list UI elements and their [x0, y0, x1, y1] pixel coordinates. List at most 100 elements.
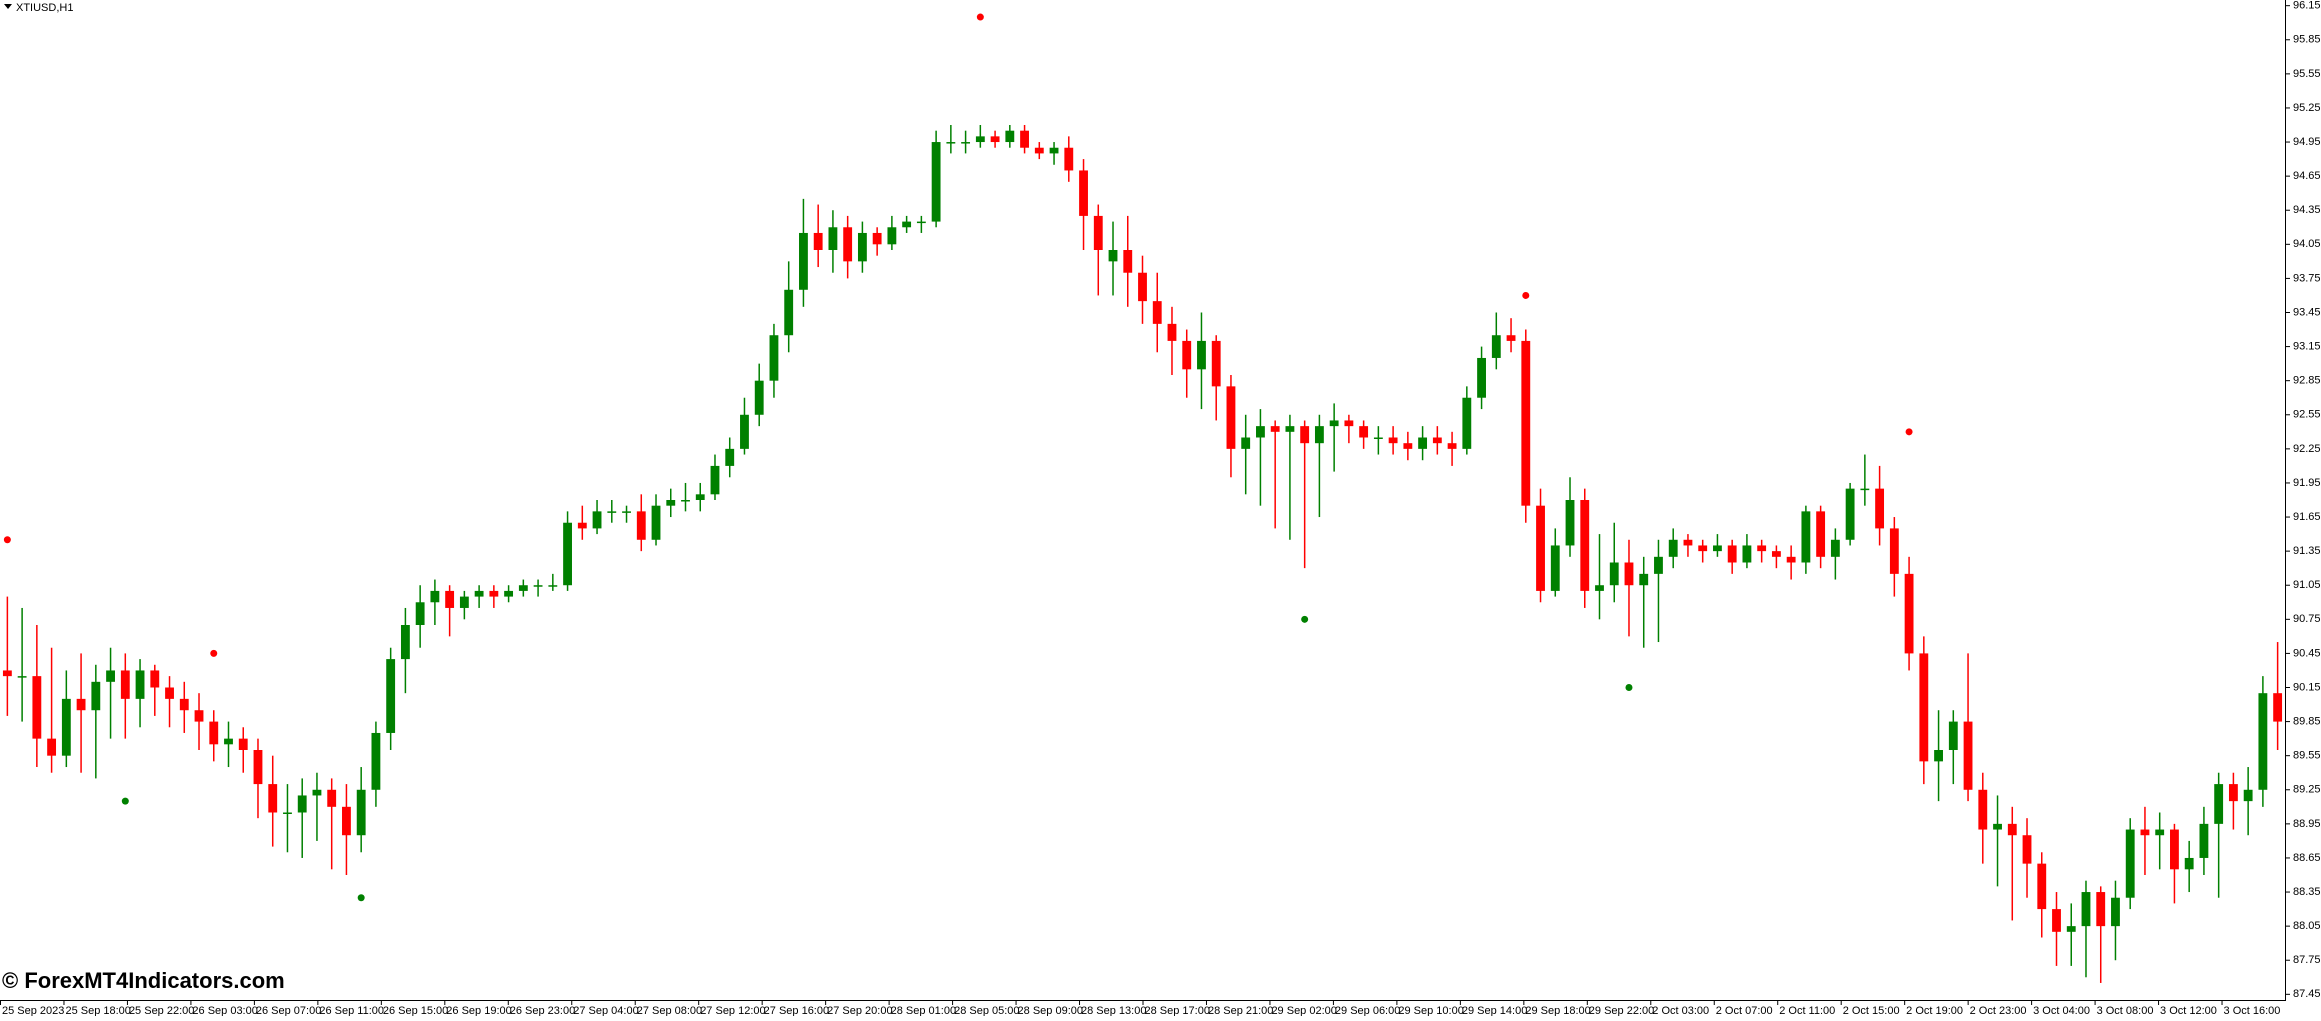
candle-body — [1418, 437, 1428, 449]
candle-body — [902, 221, 912, 228]
candle-body — [342, 806, 351, 836]
candle-body — [2243, 789, 2253, 802]
chart-title: XTIUSD,H1 — [16, 2, 73, 14]
candle-body — [975, 136, 985, 143]
candle-body — [1256, 426, 1265, 438]
y-tick-label: 93.75 — [2293, 272, 2321, 284]
candle-body — [1005, 130, 1015, 143]
candle-body — [1580, 500, 1590, 591]
candle-body — [1786, 556, 1796, 563]
candle-body — [1211, 340, 1221, 387]
y-tick-label: 89.85 — [2293, 715, 2321, 727]
candle-body — [430, 590, 440, 603]
candle-body — [1359, 426, 1369, 438]
x-tick-label: 3 Oct 08:00 — [2097, 1005, 2154, 1016]
candle-body — [1403, 443, 1413, 449]
x-tick-label: 3 Oct 04:00 — [2033, 1005, 2090, 1016]
candle-body — [106, 670, 115, 682]
candle-body — [577, 522, 587, 529]
candle-body — [1654, 556, 1663, 574]
candle-body — [990, 136, 1000, 143]
x-tick-label: 28 Sep 09:00 — [1018, 1005, 1083, 1016]
candle-body — [1197, 340, 1206, 370]
x-tick-label: 25 Sep 22:00 — [129, 1005, 194, 1016]
candle-body — [415, 602, 425, 625]
candle-body — [1462, 397, 1472, 449]
y-tick-label: 92.55 — [2293, 409, 2321, 421]
candle-body — [386, 659, 396, 733]
candle-body — [1550, 545, 1560, 591]
x-tick-label: 2 Oct 03:00 — [1652, 1005, 1709, 1016]
candle-body — [1860, 488, 1870, 491]
candle-body — [459, 596, 469, 608]
candle-body — [489, 590, 499, 597]
candle-body — [1978, 789, 1988, 830]
x-tick-label: 27 Sep 16:00 — [764, 1005, 829, 1016]
candle-body — [1742, 545, 1752, 563]
buy-signal-dot — [1301, 615, 1309, 623]
x-tick-label: 26 Sep 23:00 — [510, 1005, 575, 1016]
y-tick-label: 88.95 — [2293, 818, 2321, 830]
candle-body — [533, 585, 543, 587]
candle-body — [1138, 272, 1147, 302]
x-tick-label: 28 Sep 01:00 — [891, 1005, 956, 1016]
sell-signal-dot — [1522, 291, 1530, 299]
candle-body — [1241, 437, 1251, 449]
candle-body — [1491, 335, 1501, 358]
x-tick-label: 26 Sep 07:00 — [256, 1005, 321, 1016]
buy-signal-dot — [121, 797, 129, 805]
candle-body — [1049, 147, 1059, 154]
candle-body — [2096, 892, 2106, 927]
x-tick-label: 27 Sep 08:00 — [637, 1005, 702, 1016]
candle-body — [1801, 511, 1811, 563]
candle-body — [1344, 420, 1354, 427]
y-tick-label: 90.15 — [2293, 681, 2321, 693]
candle-body — [2184, 857, 2194, 870]
sell-signal-dot — [210, 649, 218, 657]
watermark: © ForexMT4Indicators.com — [2, 968, 285, 993]
candle-body — [1934, 750, 1943, 762]
candle-body — [1683, 539, 1693, 546]
candle-body — [2258, 693, 2268, 790]
candle-body — [1698, 545, 1708, 552]
x-tick-label: 28 Sep 13:00 — [1081, 1005, 1146, 1016]
candle-body — [636, 511, 646, 540]
x-tick-label: 29 Sep 06:00 — [1335, 1005, 1400, 1016]
x-tick-label: 2 Oct 15:00 — [1843, 1005, 1900, 1016]
candle-body — [2, 670, 12, 677]
candle-body — [179, 698, 189, 711]
candle-body — [828, 227, 838, 250]
y-tick-label: 87.75 — [2293, 954, 2321, 966]
candle-body — [474, 590, 484, 597]
candle-body — [548, 585, 558, 587]
symbol-menu-icon[interactable] — [4, 4, 12, 9]
candle-body — [1373, 437, 1383, 439]
candle-body — [784, 289, 794, 336]
candle-body — [1845, 488, 1855, 540]
candle-body — [135, 670, 145, 699]
y-tick-label: 93.45 — [2293, 306, 2321, 318]
candle-body — [695, 494, 705, 500]
candle-body — [725, 448, 735, 466]
candle-body — [681, 500, 690, 502]
candle-body — [120, 670, 130, 699]
candle-body — [872, 232, 882, 245]
candle-body — [371, 732, 381, 790]
candle-body — [356, 789, 366, 836]
candle-body — [400, 625, 410, 660]
candle-body — [651, 505, 661, 540]
y-tick-label: 88.35 — [2293, 886, 2321, 898]
candle-body — [1477, 357, 1486, 398]
candle-body — [76, 698, 86, 711]
candle-body — [1624, 562, 1634, 586]
candle-body — [1757, 545, 1767, 552]
x-tick-label: 2 Oct 11:00 — [1779, 1005, 1835, 1016]
y-tick-label: 91.35 — [2293, 545, 2321, 557]
candle-body — [283, 812, 292, 814]
candle-body — [17, 676, 27, 678]
candle-body — [1314, 426, 1324, 444]
y-tick-label: 94.95 — [2293, 136, 2321, 148]
candle-body — [2081, 892, 2091, 927]
candle-body — [916, 221, 926, 224]
